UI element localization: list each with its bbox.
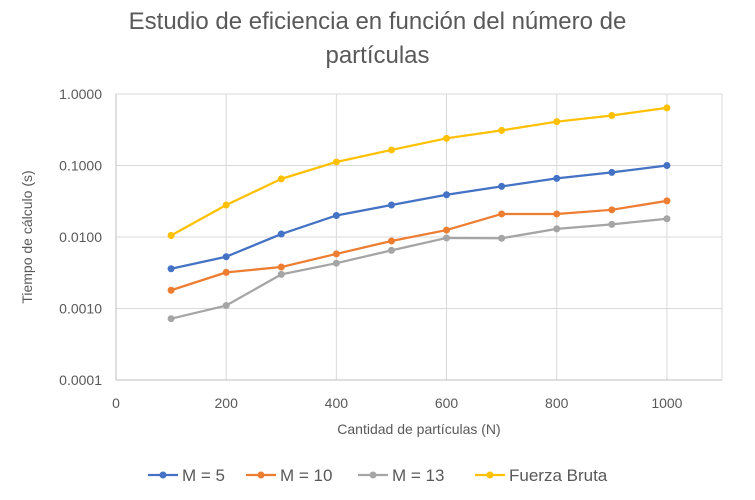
series-line [170, 164, 668, 270]
data-point [167, 265, 175, 273]
data-point [663, 104, 671, 112]
legend: M = 5 M = 10 M = 13 Fuerza Bruta [148, 466, 608, 485]
data-point [498, 210, 506, 218]
data-point [663, 197, 671, 205]
data-point [167, 315, 175, 323]
data-point [222, 268, 230, 276]
data-point [222, 253, 230, 261]
data-point [387, 237, 395, 245]
data-point [608, 220, 616, 228]
series-1 [167, 197, 671, 294]
legend-label: M = 10 [280, 466, 332, 485]
series-layer [167, 104, 671, 323]
data-point [663, 215, 671, 223]
chart-title-line-1: Estudio de eficiencia en función del núm… [128, 8, 627, 35]
data-point [167, 231, 175, 239]
data-point [277, 263, 285, 271]
data-point [277, 230, 285, 238]
legend-item: M = 13 [358, 466, 444, 485]
series-0 [167, 162, 671, 273]
data-point [332, 259, 340, 267]
data-point [277, 270, 285, 278]
data-point [608, 168, 616, 176]
legend-item: Fuerza Bruta [475, 466, 608, 485]
data-point [167, 286, 175, 294]
y-tick-label: 0.0010 [59, 301, 102, 317]
legend-swatch-marker [257, 471, 265, 479]
legend-item: M = 10 [246, 466, 332, 485]
data-point [332, 250, 340, 258]
axes [115, 94, 722, 381]
legend-swatch-marker [486, 471, 494, 479]
data-point [608, 112, 616, 120]
x-tick-label: 600 [435, 395, 459, 411]
data-point [553, 210, 561, 218]
data-point [498, 126, 506, 134]
data-point [387, 201, 395, 209]
legend-label: Fuerza Bruta [509, 466, 608, 485]
legend-label: M = 13 [392, 466, 444, 485]
x-tick-label: 1000 [651, 395, 682, 411]
series-2 [167, 215, 671, 323]
data-point [553, 174, 561, 182]
grid-lines [116, 93, 723, 381]
data-point [553, 225, 561, 233]
data-point [222, 201, 230, 209]
y-axis-label: Tiempo de cálculo (s) [19, 170, 35, 303]
data-point [498, 234, 506, 242]
data-point [387, 146, 395, 154]
data-point [222, 302, 230, 310]
x-tick-labels: 0 200 400 600 800 1000 [112, 395, 683, 411]
data-point [553, 118, 561, 126]
x-tick-label: 800 [545, 395, 569, 411]
legend-swatch-marker [159, 471, 167, 479]
legend-swatch-marker [369, 471, 377, 479]
series-line [170, 199, 668, 292]
data-point [332, 211, 340, 219]
y-tick-labels: 0.0001 0.0010 0.0100 0.1000 1.0000 [59, 86, 102, 388]
data-point [443, 134, 451, 142]
data-point [387, 246, 395, 254]
data-point [332, 158, 340, 166]
data-point [608, 206, 616, 214]
y-tick-label: 1.0000 [59, 86, 102, 102]
legend-item: M = 5 [148, 466, 225, 485]
data-point [443, 234, 451, 242]
series-3 [167, 104, 671, 239]
data-point [443, 191, 451, 199]
x-tick-label: 0 [112, 395, 120, 411]
y-tick-label: 0.0001 [59, 372, 102, 388]
y-tick-label: 0.1000 [59, 158, 102, 174]
data-point [277, 175, 285, 183]
x-axis-label: Cantidad de partículas (N) [337, 421, 500, 437]
series-line [170, 106, 668, 237]
legend-label: M = 5 [182, 466, 225, 485]
chart-title-line-2: partículas [325, 42, 430, 69]
x-tick-label: 400 [325, 395, 349, 411]
x-tick-label: 200 [215, 395, 239, 411]
series-line [170, 217, 668, 320]
data-point [443, 226, 451, 234]
y-tick-label: 0.0100 [59, 229, 102, 245]
data-point [663, 162, 671, 169]
data-point [498, 182, 506, 190]
